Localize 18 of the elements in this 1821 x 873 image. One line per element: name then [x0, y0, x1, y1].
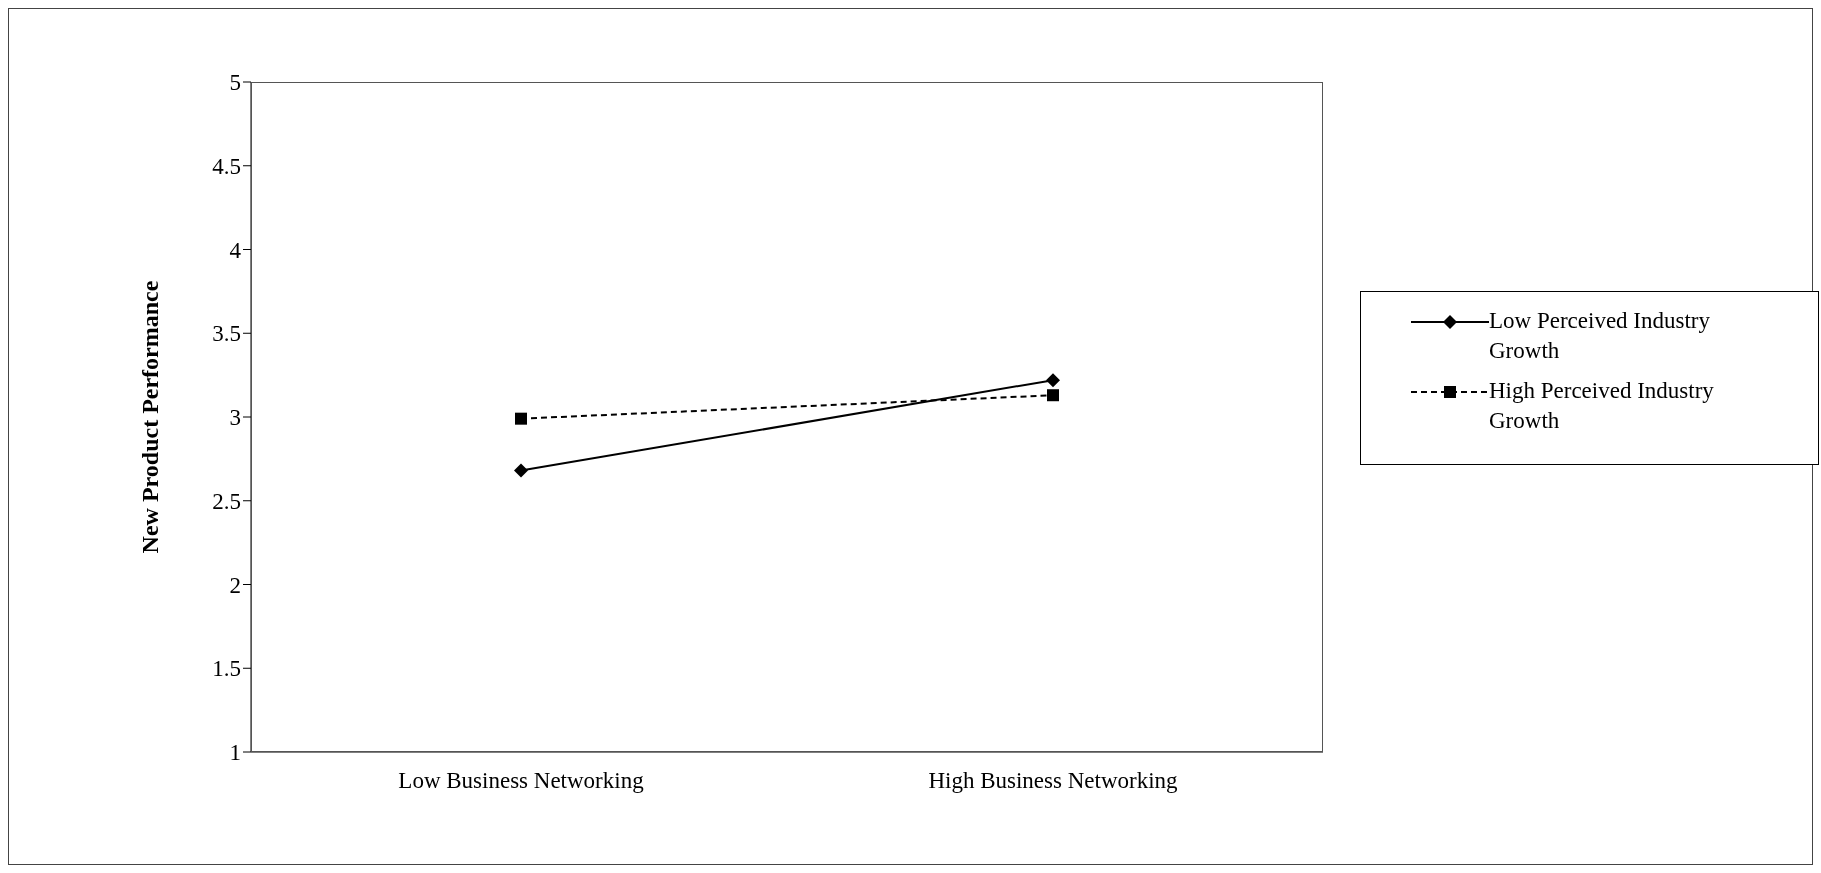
y-tick-label: 1.5	[212, 656, 241, 682]
y-tick-label: 2	[229, 572, 241, 598]
legend-label: Low Perceived Industry Growth	[1489, 307, 1711, 365]
point	[1047, 389, 1059, 402]
y-tick-label: 4.5	[212, 153, 241, 179]
point	[514, 463, 528, 478]
y-tick-label: 5	[229, 70, 241, 96]
y-tick-label: 3	[229, 405, 241, 431]
x-tick-label: High Business Networking	[928, 768, 1179, 794]
y-tick-label: 1	[229, 740, 241, 766]
legend-label: High Perceived Industry Growth	[1489, 377, 1715, 435]
y-tick-label: 4	[229, 237, 242, 263]
y-tick-label: 2.5	[212, 488, 241, 514]
point	[515, 412, 527, 425]
x-tick-label: Low Business Networking	[398, 768, 645, 794]
y-axis-title: New Product Performance	[136, 280, 163, 554]
point	[1046, 373, 1060, 388]
y-tick-label: 3.5	[212, 321, 241, 347]
